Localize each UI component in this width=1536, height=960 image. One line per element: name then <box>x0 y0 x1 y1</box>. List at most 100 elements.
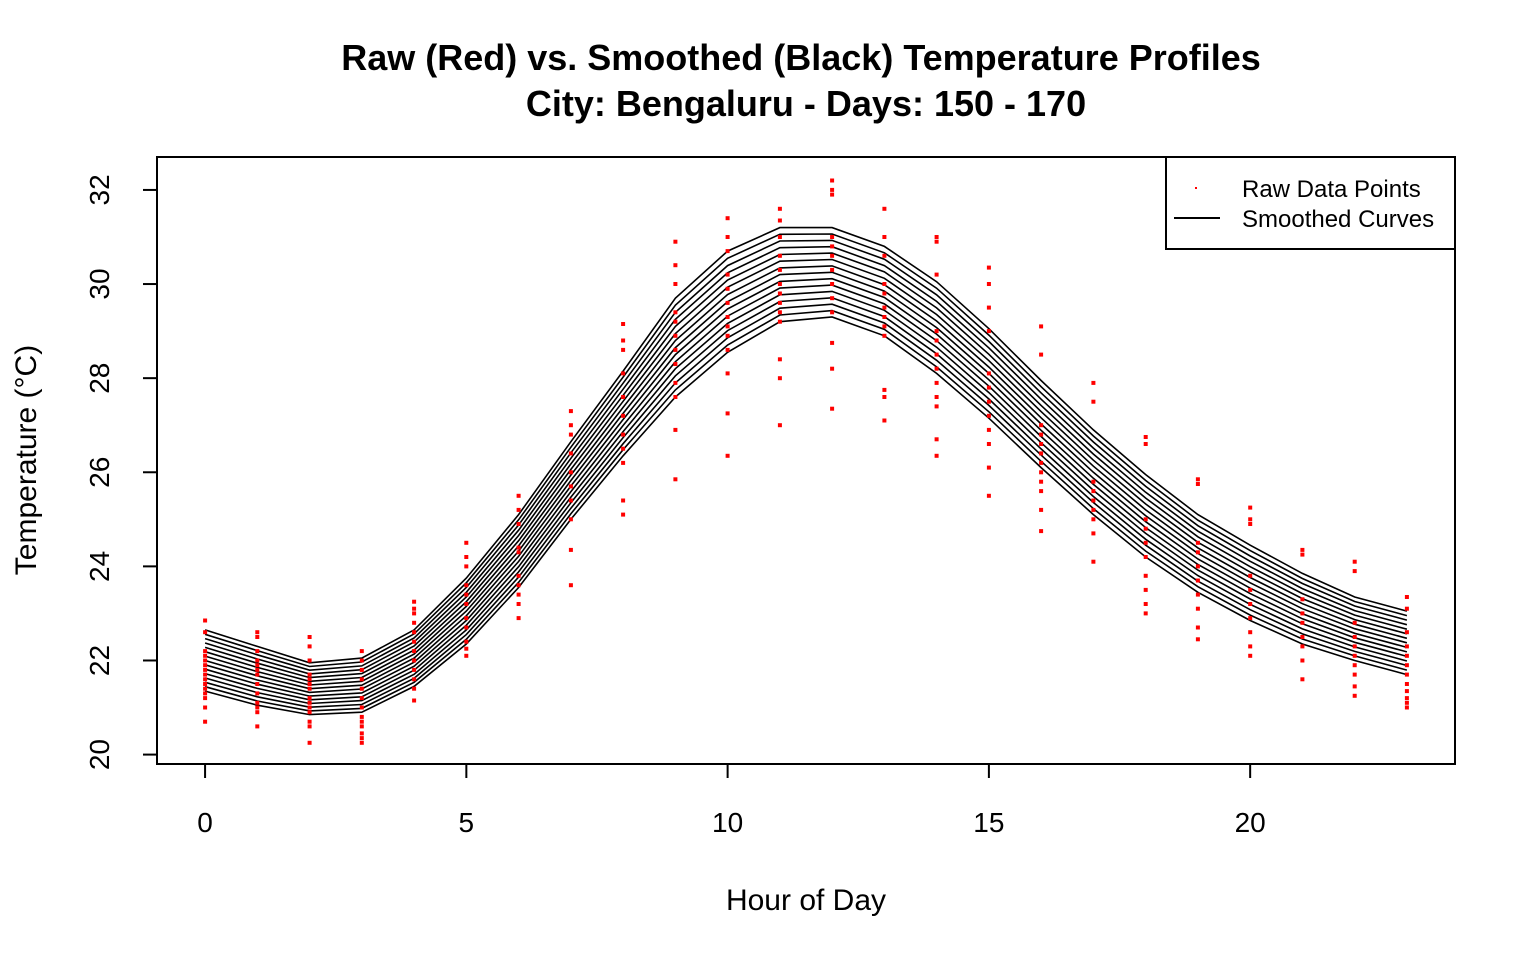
x-tick-label: 5 <box>459 807 475 838</box>
raw-data-point <box>255 663 260 668</box>
legend-point-swatch <box>1195 187 1197 189</box>
raw-data-point <box>777 376 782 381</box>
smoothed-curves <box>204 226 1408 716</box>
raw-data-point <box>464 639 469 644</box>
raw-data-point <box>1091 399 1096 404</box>
raw-data-point <box>1248 602 1253 606</box>
raw-data-point <box>255 649 260 654</box>
raw-data-point <box>725 347 730 352</box>
raw-data-point <box>777 300 782 305</box>
raw-data-point <box>673 362 678 366</box>
legend-label-raw: Raw Data Points <box>1242 176 1421 203</box>
raw-data-point <box>1195 540 1200 545</box>
raw-data-point <box>464 592 469 597</box>
raw-data-point <box>516 602 521 606</box>
raw-data-point <box>882 324 887 329</box>
raw-data-point <box>725 235 730 239</box>
raw-data-point <box>255 700 260 705</box>
raw-data-point <box>359 705 364 710</box>
raw-data-point <box>934 352 939 357</box>
y-tick-label: 22 <box>84 645 115 676</box>
smoothed-curve-8 <box>204 271 1408 690</box>
raw-data-point <box>412 667 417 672</box>
raw-data-point <box>464 653 469 658</box>
raw-data-point <box>1143 435 1148 439</box>
raw-data-point <box>1352 559 1357 564</box>
raw-data-point <box>725 324 730 329</box>
raw-data-point <box>359 736 364 741</box>
raw-data-point <box>621 432 626 437</box>
raw-data-point <box>1248 616 1253 621</box>
raw-data-point <box>1195 625 1200 630</box>
raw-data-point <box>359 740 364 745</box>
raw-data-point <box>1143 540 1148 545</box>
raw-data-point <box>1091 380 1096 385</box>
raw-data-point <box>255 705 260 710</box>
raw-data-point <box>359 686 364 691</box>
raw-data-point <box>934 338 939 343</box>
raw-data-point <box>307 644 312 649</box>
raw-data-point <box>307 710 312 715</box>
raw-data-point <box>1039 324 1044 329</box>
x-axis: 0 5 10 15 20 <box>197 763 1266 838</box>
raw-data-point <box>516 522 521 526</box>
raw-data-point <box>255 672 260 677</box>
legend-box <box>1165 156 1456 250</box>
y-axis-label: Temperature (°C) <box>10 345 43 575</box>
raw-data-point <box>830 244 835 249</box>
y-tick-label: 30 <box>84 268 115 299</box>
raw-data-point <box>1195 550 1200 555</box>
raw-data-point <box>986 493 991 498</box>
raw-data-point <box>882 418 887 423</box>
raw-data-point <box>673 395 678 399</box>
raw-data-point <box>673 282 678 286</box>
chart-subtitle: City: Bengaluru - Days: 150 - 170 <box>526 83 1086 124</box>
raw-data-point <box>359 667 364 672</box>
raw-data-point <box>412 630 417 635</box>
raw-data-point <box>673 319 678 324</box>
raw-data-point <box>1195 606 1200 611</box>
raw-data-point <box>986 413 991 418</box>
raw-data-point <box>725 453 730 458</box>
raw-data-point <box>255 635 260 639</box>
raw-data-point <box>1091 498 1096 503</box>
raw-data-point <box>255 667 260 672</box>
raw-data-point <box>621 338 626 343</box>
raw-data-point <box>1300 677 1305 682</box>
raw-data-point <box>777 206 782 211</box>
raw-data-point <box>882 305 887 310</box>
raw-data-point <box>1404 653 1409 658</box>
raw-data-point <box>307 635 312 639</box>
raw-data-point <box>1143 442 1148 446</box>
raw-data-point <box>464 564 469 569</box>
raw-data-point <box>777 218 782 223</box>
raw-data-point <box>882 315 887 319</box>
raw-data-point <box>882 291 887 296</box>
raw-data-point <box>203 630 208 635</box>
raw-data-point <box>830 310 835 315</box>
raw-data-point <box>203 618 208 623</box>
raw-data-point <box>307 658 312 663</box>
raw-data-point <box>830 192 835 197</box>
raw-data-point <box>203 658 208 663</box>
raw-data-point <box>203 686 208 691</box>
raw-data-point <box>1248 517 1253 522</box>
raw-data-point <box>1039 460 1044 465</box>
raw-data-point <box>412 677 417 682</box>
raw-data-point <box>882 235 887 239</box>
legend: Raw Data Points Smoothed Curves <box>1165 156 1456 250</box>
raw-data-point <box>621 460 626 465</box>
raw-data-point <box>307 719 312 724</box>
raw-data-point <box>568 498 573 503</box>
raw-data-point <box>830 267 835 272</box>
raw-data-point <box>568 484 573 489</box>
raw-data-point <box>1091 507 1096 512</box>
raw-data-point <box>1091 531 1096 536</box>
raw-data-point <box>934 239 939 244</box>
raw-data-point <box>986 282 991 286</box>
raw-data-point <box>934 437 939 442</box>
raw-data-point <box>986 465 991 470</box>
raw-data-point <box>1352 663 1357 668</box>
raw-data-point <box>1300 547 1305 552</box>
